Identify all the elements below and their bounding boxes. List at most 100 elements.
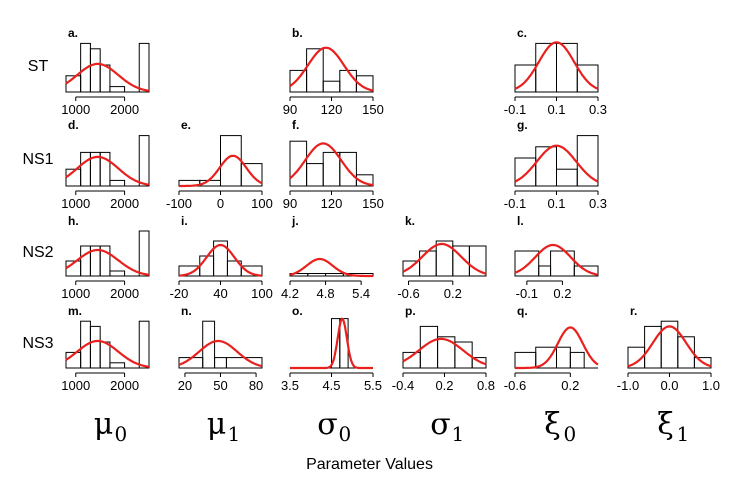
x-tick-label: 1.0 <box>702 378 720 393</box>
x-tick-label: 0.3 <box>589 196 607 211</box>
column-label-subscript: 1 <box>452 422 465 446</box>
panel-label-k: k. <box>405 214 415 228</box>
normal-fit-curve <box>514 41 599 90</box>
row-label-ns1: NS1 <box>22 151 53 168</box>
histogram-bar <box>514 157 537 187</box>
panel-label-n: n. <box>181 304 192 318</box>
histogram-bar <box>322 151 341 187</box>
histogram-bar <box>419 250 437 277</box>
normal-fit-curve <box>178 243 263 277</box>
histogram-bar <box>89 325 101 369</box>
x-tick-label: 4.2 <box>281 286 299 301</box>
row-label-ns2: NS2 <box>22 244 53 261</box>
x-tick-label: 90 <box>283 196 297 211</box>
histogram-bar <box>109 362 126 369</box>
histogram-bar <box>569 351 585 369</box>
histogram-bar <box>109 179 126 187</box>
panel-label-c: c. <box>517 26 527 40</box>
x-tick-label: 2000 <box>110 196 139 211</box>
x-tick-label: 0.1 <box>547 102 565 117</box>
column-label: μ <box>207 407 227 442</box>
x-tick-label: -0.6 <box>504 378 526 393</box>
histogram-bar <box>550 250 575 277</box>
panel-label-d: d. <box>68 118 79 132</box>
column-label: ξ <box>657 407 674 442</box>
panel-label-f: f. <box>292 118 299 132</box>
panel-label-e: e. <box>181 118 191 132</box>
x-tick-label: 100 <box>251 196 273 211</box>
panel-label-g: g. <box>517 118 528 132</box>
normal-fit-curve <box>289 142 374 187</box>
axis-title: Parameter Values <box>306 456 433 473</box>
x-tick-label: -100 <box>166 196 192 211</box>
x-tick-label: 100 <box>251 286 273 301</box>
x-tick-label: 1000 <box>61 196 90 211</box>
normal-fit-curve <box>65 62 150 92</box>
histogram-bar <box>109 86 126 93</box>
x-tick-label: 0.8 <box>477 378 495 393</box>
column-label-subscript: 0 <box>339 422 352 446</box>
column-label-subscript: 1 <box>228 422 241 446</box>
column-label: σ <box>317 407 337 442</box>
column-label-subscript: 0 <box>115 422 128 446</box>
x-tick-label: 2000 <box>110 378 139 393</box>
normal-fit-curve <box>514 243 599 276</box>
x-tick-label: 2000 <box>110 286 139 301</box>
histogram-bar <box>214 357 227 369</box>
panel-label-j: j. <box>291 214 299 228</box>
normal-fit-curve <box>65 155 150 186</box>
panel-label-r: r. <box>630 304 637 318</box>
histogram-bar <box>99 341 111 369</box>
x-tick-label: 120 <box>321 196 343 211</box>
panel-label-m: m. <box>68 304 82 318</box>
panel-label-q: q. <box>517 304 528 318</box>
histogram-bar <box>80 151 91 187</box>
normal-fit-curve <box>514 144 599 183</box>
panel-label-a: a. <box>68 26 78 40</box>
column-label: σ <box>430 407 450 442</box>
histogram-bar <box>402 260 421 277</box>
x-tick-label: 0.2 <box>561 378 579 393</box>
panel-label-b: b. <box>292 26 303 40</box>
histogram-bar <box>89 48 101 93</box>
column-label: μ <box>94 407 114 442</box>
normal-fit-curve <box>65 339 150 368</box>
x-tick-label: 5.5 <box>364 378 382 393</box>
x-tick-label: -1.0 <box>617 378 639 393</box>
histogram-bar <box>289 69 308 93</box>
panel-label-i: i. <box>181 214 188 228</box>
x-tick-label: 20 <box>178 378 192 393</box>
x-tick-label: 150 <box>362 102 384 117</box>
normal-fit-curve <box>65 248 150 276</box>
x-tick-label: -0.1 <box>504 196 526 211</box>
x-tick-label: -20 <box>170 286 189 301</box>
histogram-bar <box>514 351 537 369</box>
row-label-st: ST <box>28 58 49 75</box>
x-tick-label: 150 <box>362 196 384 211</box>
column-label-subscript: 0 <box>564 422 577 446</box>
x-tick-label: 1000 <box>61 102 90 117</box>
normal-fit-curve <box>402 337 487 366</box>
normal-fit-curve <box>178 339 263 368</box>
x-tick-label: 0 <box>217 196 224 211</box>
histogram-bar <box>535 146 557 187</box>
panel-label-o: o. <box>292 304 303 318</box>
histogram-bar <box>138 42 150 93</box>
histogram-bar <box>339 69 357 93</box>
x-tick-label: 4.5 <box>322 378 340 393</box>
normal-fit-curve <box>402 242 487 275</box>
histogram-bar <box>138 135 150 187</box>
x-tick-label: 90 <box>283 102 297 117</box>
x-tick-label: 0.2 <box>444 286 462 301</box>
x-tick-label: 4.8 <box>317 286 335 301</box>
histogram-bar <box>138 320 150 369</box>
histogram-bar <box>556 168 578 187</box>
row-label-ns3: NS3 <box>22 335 53 352</box>
x-tick-label: 0.2 <box>553 286 571 301</box>
x-tick-label: 120 <box>321 102 343 117</box>
panel-label-l: l. <box>517 214 524 228</box>
normal-fit-curve <box>179 154 263 188</box>
normal-fit-curve <box>289 257 373 278</box>
histogram-bar <box>576 135 599 187</box>
histogram-bar <box>109 270 126 277</box>
